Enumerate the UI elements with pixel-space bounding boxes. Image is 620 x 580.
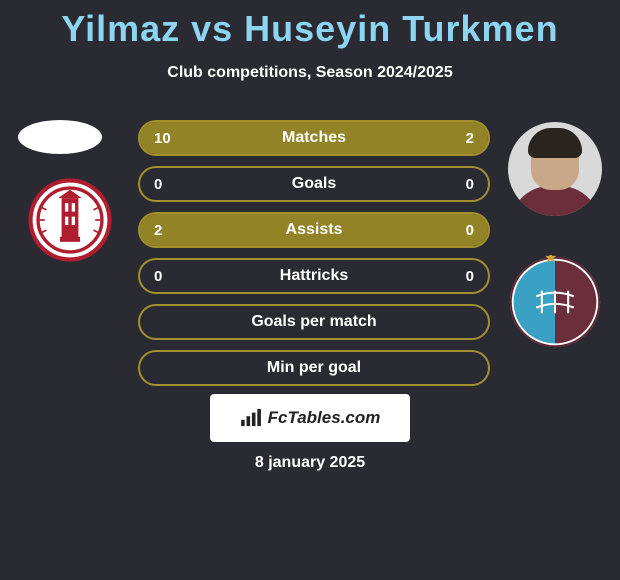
stat-right-value: 2 [466, 130, 474, 147]
player2-avatar [508, 122, 602, 216]
stat-left-value: 2 [154, 222, 162, 239]
player2-club-badge [508, 255, 602, 349]
stat-row: Goals per match [138, 304, 490, 340]
bar-fill-right [429, 122, 488, 154]
stat-row: 10 Matches 2 [138, 120, 490, 156]
subtitle: Club competitions, Season 2024/2025 [0, 64, 620, 82]
stat-label: Assists [286, 221, 343, 239]
page-title: Yilmaz vs Huseyin Turkmen [0, 0, 620, 50]
stat-row: 0 Hattricks 0 [138, 258, 490, 294]
stat-row: 2 Assists 0 [138, 212, 490, 248]
stat-label: Goals [292, 175, 336, 193]
player1-avatar [18, 120, 102, 154]
stat-label: Goals per match [251, 313, 376, 331]
stat-right-value: 0 [466, 268, 474, 285]
date-label: 8 january 2025 [255, 454, 365, 472]
fctables-badge: FcTables.com [210, 394, 410, 442]
stat-label: Min per goal [267, 359, 361, 377]
avatar-body [510, 186, 600, 216]
stat-right-value: 0 [466, 176, 474, 193]
avatar-hair [528, 128, 582, 158]
stat-label: Matches [282, 129, 346, 147]
stat-row: Min per goal [138, 350, 490, 386]
stat-row: 0 Goals 0 [138, 166, 490, 202]
player1-club-badge [28, 178, 112, 262]
stat-label: Hattricks [280, 267, 348, 285]
stat-bars: 10 Matches 2 0 Goals 0 2 Assists 0 0 Hattricks 0 Goa… [138, 120, 490, 396]
stat-right-value: 0 [466, 222, 474, 239]
stat-left-value: 0 [154, 268, 162, 285]
stat-left-value: 0 [154, 176, 162, 193]
fctables-label: FcTables.com [268, 408, 381, 428]
stat-left-value: 10 [154, 130, 171, 147]
fctables-icon [240, 409, 262, 427]
